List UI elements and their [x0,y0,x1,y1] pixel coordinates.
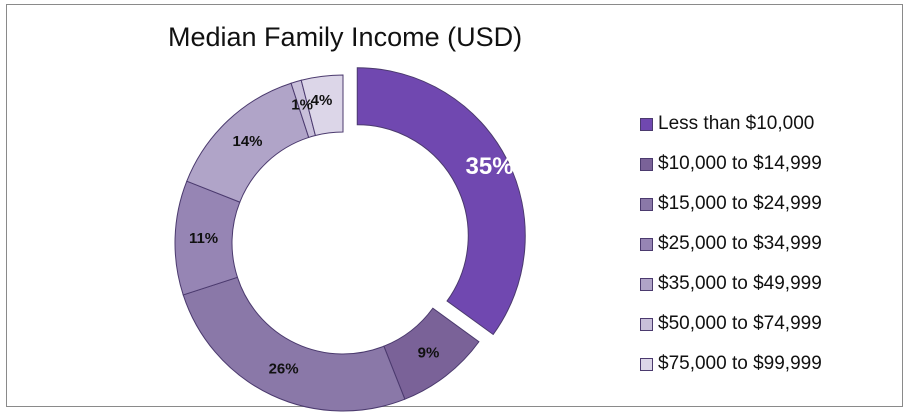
legend-label: $25,000 to $34,999 [658,233,822,254]
legend-item-75-000-to-99-999: $75,000 to $99,999 [640,344,822,384]
data-label-less-than-10-000: 35% [466,153,514,180]
data-label-35-000-to-49-999: 14% [232,133,262,150]
legend-item-10-000-to-14-999: $10,000 to $14,999 [640,144,822,184]
legend-label: $10,000 to $14,999 [658,153,822,174]
chart-title: Median Family Income (USD) [168,22,523,52]
legend-item-25-000-to-34-999: $25,000 to $34,999 [640,224,822,264]
legend-label: $15,000 to $24,999 [658,193,822,214]
data-label-75-000-to-99-999: 4% [311,92,333,109]
legend-label: Less than $10,000 [658,113,815,134]
legend-swatch [640,277,653,291]
slice-75-000-to-99-999 [300,74,344,137]
legend-swatch [640,117,653,131]
data-label-50-000-to-74-999: 1% [291,97,313,114]
legend-item-15-000-to-24-999: $15,000 to $24,999 [640,184,822,224]
data-label-15-000-to-24-999: 26% [269,361,299,378]
data-label-10-000-to-14-999: 9% [418,345,440,362]
legend-swatch [640,357,653,371]
legend-item-35-000-to-49-999: $35,000 to $49,999 [640,264,822,304]
chart-legend: Less than $10,000 $10,000 to $14,999 $15,0… [640,104,822,384]
legend-swatch [640,197,653,211]
data-label-25-000-to-34-999: 11% [189,230,218,247]
legend-swatch [640,157,653,171]
legend-item-less-than-10-000: Less than $10,000 [640,104,822,144]
slice-15-000-to-24-999 [182,276,406,412]
slice-less-than-10-000 [356,67,526,336]
legend-label: $75,000 to $99,999 [658,353,822,374]
legend-label: $50,000 to $74,999 [658,313,822,334]
legend-swatch [640,237,653,251]
legend-label: $35,000 to $49,999 [658,273,822,294]
legend-swatch [640,317,653,331]
legend-item-50-000-to-74-999: $50,000 to $74,999 [640,304,822,344]
